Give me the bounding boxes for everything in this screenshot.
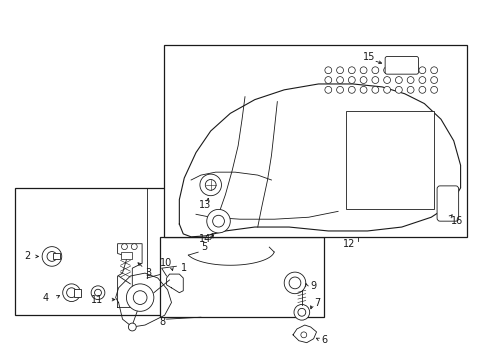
Circle shape: [325, 77, 332, 84]
Circle shape: [91, 286, 105, 300]
Circle shape: [63, 284, 80, 302]
Circle shape: [122, 244, 127, 249]
Circle shape: [348, 86, 355, 93]
Circle shape: [419, 77, 426, 84]
Circle shape: [95, 289, 101, 296]
Circle shape: [395, 67, 402, 74]
Circle shape: [348, 77, 355, 84]
Text: 15: 15: [363, 53, 375, 63]
Circle shape: [431, 67, 438, 74]
Text: 14: 14: [199, 234, 211, 244]
Circle shape: [372, 86, 379, 93]
Circle shape: [126, 284, 154, 311]
Bar: [160, 237, 324, 317]
Circle shape: [298, 309, 306, 316]
Circle shape: [200, 174, 221, 196]
Circle shape: [384, 67, 391, 74]
Circle shape: [431, 77, 438, 84]
Circle shape: [419, 67, 426, 74]
Text: 9: 9: [311, 281, 317, 291]
Bar: [15, 188, 167, 315]
Circle shape: [325, 86, 332, 93]
Text: 11: 11: [91, 294, 103, 305]
Text: 10: 10: [160, 258, 172, 268]
Text: 2: 2: [24, 251, 31, 261]
Circle shape: [419, 86, 426, 93]
Circle shape: [431, 86, 438, 93]
Circle shape: [128, 323, 136, 331]
Circle shape: [337, 67, 343, 74]
Bar: [346, 111, 434, 210]
Text: 16: 16: [451, 216, 463, 226]
Text: 1: 1: [181, 263, 188, 273]
Circle shape: [284, 272, 306, 294]
Circle shape: [211, 217, 230, 237]
Circle shape: [337, 77, 343, 84]
Bar: [121, 252, 132, 259]
Text: 7: 7: [315, 298, 321, 309]
Circle shape: [207, 210, 230, 233]
Circle shape: [216, 222, 225, 232]
Text: 13: 13: [199, 199, 211, 210]
FancyBboxPatch shape: [437, 186, 459, 221]
FancyBboxPatch shape: [385, 57, 418, 74]
Circle shape: [407, 67, 414, 74]
Circle shape: [42, 247, 62, 266]
Circle shape: [67, 288, 76, 298]
Circle shape: [372, 77, 379, 84]
Circle shape: [348, 67, 355, 74]
Circle shape: [384, 77, 391, 84]
Circle shape: [384, 86, 391, 93]
Text: 3: 3: [145, 268, 151, 278]
Bar: [53, 252, 60, 259]
Circle shape: [407, 77, 414, 84]
Circle shape: [395, 86, 402, 93]
Circle shape: [360, 67, 367, 74]
Circle shape: [294, 305, 310, 320]
Circle shape: [133, 291, 147, 305]
Text: 4: 4: [42, 293, 49, 303]
Bar: [164, 45, 467, 237]
Text: 5: 5: [201, 242, 207, 252]
Circle shape: [131, 244, 137, 249]
Circle shape: [337, 86, 343, 93]
Circle shape: [395, 77, 402, 84]
Circle shape: [360, 86, 367, 93]
Circle shape: [301, 332, 307, 338]
Text: 8: 8: [160, 317, 166, 327]
Circle shape: [372, 67, 379, 74]
Circle shape: [407, 86, 414, 93]
Circle shape: [360, 77, 367, 84]
Circle shape: [47, 252, 57, 261]
Circle shape: [205, 180, 216, 190]
Circle shape: [289, 277, 301, 289]
Bar: [74, 289, 81, 297]
Text: 12: 12: [343, 239, 355, 249]
Circle shape: [213, 215, 224, 227]
Circle shape: [325, 67, 332, 74]
Text: 6: 6: [321, 335, 327, 345]
